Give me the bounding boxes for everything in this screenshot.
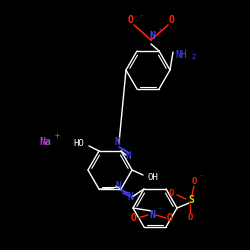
Text: OH: OH [148, 172, 159, 182]
Text: N: N [149, 210, 155, 220]
Text: ⁺: ⁺ [157, 207, 161, 213]
Text: HO: HO [73, 140, 84, 148]
Text: O: O [191, 176, 197, 186]
Text: ⁺: ⁺ [157, 28, 161, 34]
Text: NH: NH [175, 50, 187, 60]
Text: O: O [169, 15, 175, 25]
Text: N: N [115, 181, 121, 191]
Text: Na: Na [39, 137, 51, 147]
Text: O: O [187, 212, 193, 222]
Text: N: N [114, 137, 120, 147]
Text: O: O [128, 15, 134, 25]
Text: O: O [167, 213, 173, 223]
Text: ⁻: ⁻ [138, 12, 143, 22]
Text: ⁻: ⁻ [176, 208, 180, 216]
Text: N: N [149, 31, 155, 41]
Text: N: N [125, 151, 131, 161]
Text: N: N [127, 192, 133, 202]
Text: O: O [168, 190, 174, 198]
Text: S: S [188, 195, 194, 205]
Text: ⁻: ⁻ [198, 172, 203, 182]
Text: 2: 2 [191, 54, 195, 60]
Text: +: + [54, 132, 60, 140]
Text: O: O [131, 213, 137, 223]
